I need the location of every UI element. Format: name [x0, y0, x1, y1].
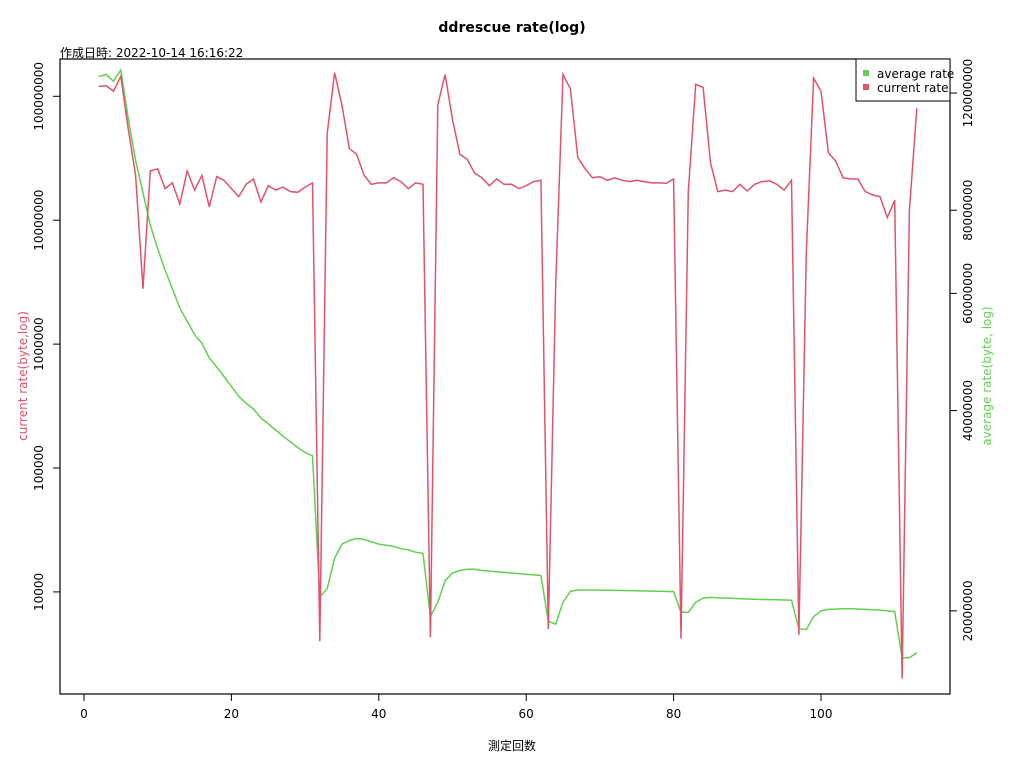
left-y-tick-label: 100000000 — [32, 62, 46, 131]
right-y-tick-label: 60000000 — [961, 263, 975, 324]
right-y-tick-label: 80000000 — [961, 180, 975, 241]
left-y-tick-label: 100000 — [32, 445, 46, 491]
x-axis-label: 測定回数 — [487, 739, 536, 753]
plot-frame — [59, 58, 951, 695]
chart-subtitle: 作成日時: 2022-10-14 16:16:22 — [60, 46, 244, 60]
legend-average-label: average rate — [877, 67, 954, 81]
right-y-tick-label: 40000000 — [961, 380, 975, 441]
x-tick-label: 100 — [810, 707, 833, 721]
legend-average-swatch — [863, 70, 869, 76]
chart-title: ddrescue rate(log) — [438, 20, 586, 36]
right-y-axis-label: average rate(byte, log) — [980, 306, 994, 445]
left-y-tick-label: 1000000 — [32, 317, 46, 370]
right-y-tick-label: 120000000 — [961, 59, 975, 128]
legend-current-swatch — [863, 84, 869, 90]
right-y-tick-label: 20000000 — [961, 580, 975, 641]
x-tick-label: 40 — [371, 707, 386, 721]
left-y-tick-label: 10000000 — [32, 190, 46, 251]
x-tick-label: 0 — [80, 707, 88, 721]
legend-current-label: current rate — [877, 81, 948, 95]
average-rate-line — [98, 67, 918, 659]
legend-box — [855, 58, 951, 102]
x-tick-label: 20 — [224, 707, 239, 721]
current-rate-line — [98, 71, 918, 679]
left-y-axis: 10000 100000 1000000 10000000 100000000 — [32, 62, 60, 611]
legend: average rate current rate — [855, 58, 954, 102]
x-tick-label: 60 — [519, 707, 534, 721]
left-y-axis-label: current rate(byte,log) — [16, 311, 30, 441]
x-axis: 0 20 40 60 80 100 — [80, 694, 832, 721]
x-tick-label: 80 — [666, 707, 681, 721]
right-y-axis: 20000000 40000000 60000000 80000000 12000000… — [950, 59, 975, 641]
left-y-tick-label: 10000 — [32, 573, 46, 611]
